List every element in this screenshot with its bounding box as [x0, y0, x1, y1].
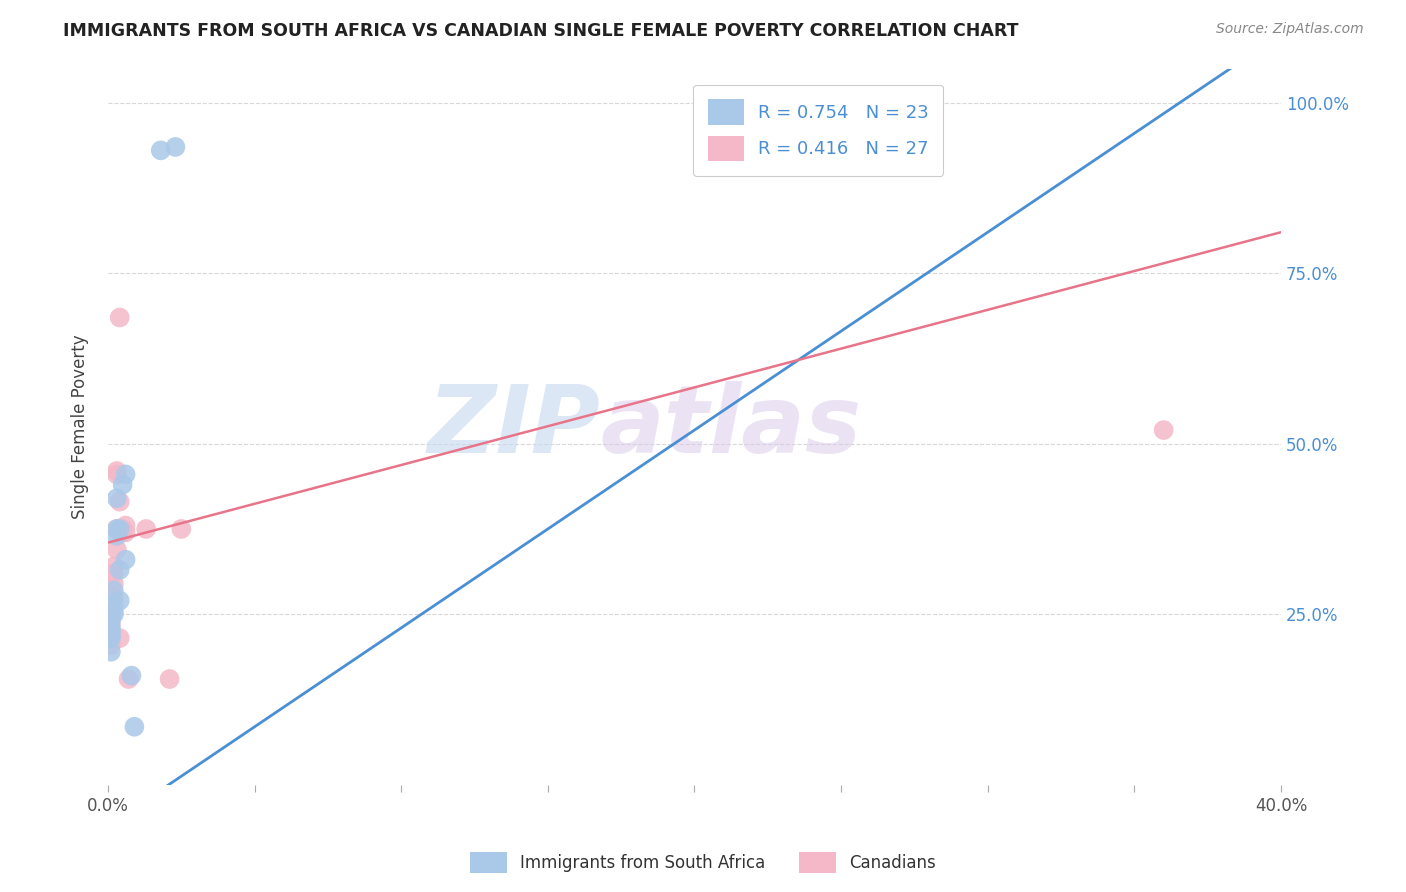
Point [135, 522, 157, 536]
Y-axis label: Single Female Poverty: Single Female Poverty [72, 334, 89, 519]
Point [111, 477, 134, 491]
Point [105, 529, 128, 543]
Point [103, 559, 125, 574]
Point [117, 672, 139, 686]
Point [165, 140, 187, 154]
Text: IMMIGRANTS FROM SOUTH AFRICA VS CANADIAN SINGLE FEMALE POVERTY CORRELATION CHART: IMMIGRANTS FROM SOUTH AFRICA VS CANADIAN… [63, 22, 1019, 40]
Point [100, 624, 122, 639]
Point [105, 491, 128, 506]
Point [108, 525, 131, 540]
Point [170, 522, 193, 536]
Text: atlas: atlas [600, 381, 862, 473]
Point [124, 720, 146, 734]
Point [108, 310, 131, 325]
Point [111, 525, 134, 540]
Point [100, 628, 122, 642]
Point [114, 552, 136, 566]
Point [114, 525, 136, 540]
Point [100, 617, 122, 632]
Point [108, 522, 131, 536]
Point [114, 467, 136, 482]
Point [105, 542, 128, 557]
Point [1153, 423, 1175, 437]
Point [159, 672, 181, 686]
Legend: R = 0.754   N = 23, R = 0.416   N = 27: R = 0.754 N = 23, R = 0.416 N = 27 [693, 85, 943, 176]
Point [100, 645, 122, 659]
Point [108, 563, 131, 577]
Point [100, 607, 122, 622]
Point [120, 668, 142, 682]
Point [103, 590, 125, 604]
Point [108, 494, 131, 508]
Point [103, 576, 125, 591]
Point [111, 522, 134, 536]
Point [105, 464, 128, 478]
Point [103, 607, 125, 622]
Point [108, 593, 131, 607]
Point [100, 638, 122, 652]
Point [100, 614, 122, 628]
Point [105, 522, 128, 536]
Legend: Immigrants from South Africa, Canadians: Immigrants from South Africa, Canadians [464, 846, 942, 880]
Point [103, 566, 125, 581]
Point [100, 621, 122, 635]
Text: Source: ZipAtlas.com: Source: ZipAtlas.com [1216, 22, 1364, 37]
Text: ZIP: ZIP [427, 381, 600, 473]
Point [149, 144, 172, 158]
Point [108, 631, 131, 645]
Point [100, 624, 122, 639]
Point [100, 631, 122, 645]
Point [103, 597, 125, 611]
Point [105, 522, 128, 536]
Point [105, 467, 128, 482]
Point [103, 604, 125, 618]
Point [103, 583, 125, 598]
Point [100, 610, 122, 624]
Point [100, 631, 122, 645]
Point [114, 518, 136, 533]
